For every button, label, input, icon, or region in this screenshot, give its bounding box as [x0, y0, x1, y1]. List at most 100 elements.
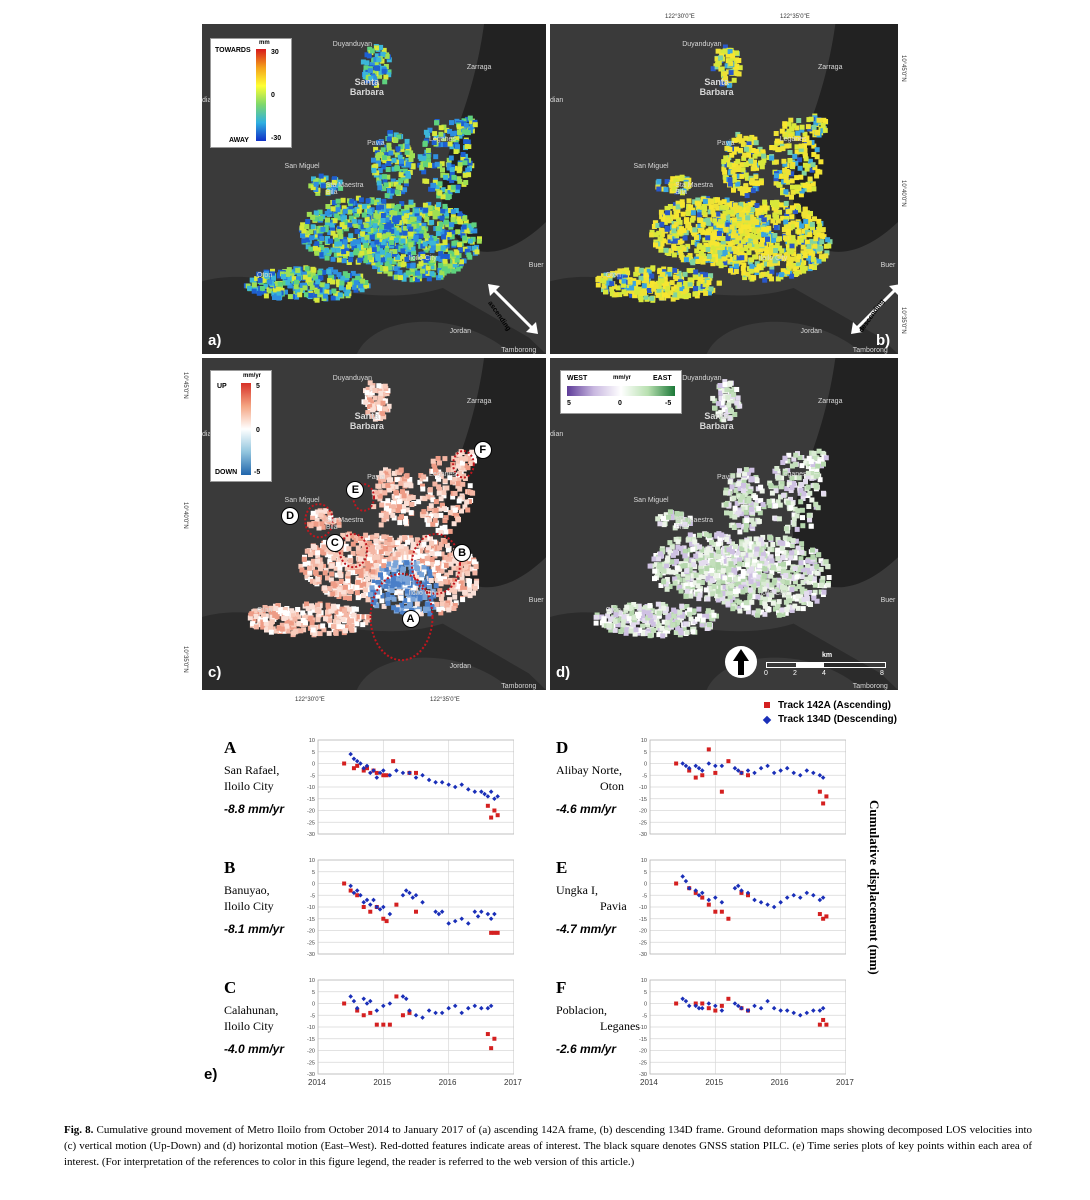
- ts-point-ascending: [817, 912, 822, 917]
- ts-point-descending: [492, 796, 497, 802]
- ts-point-ascending: [821, 801, 826, 806]
- ts-site-rate-c: -4.0 mm/yr: [224, 1042, 285, 1056]
- legend-vert-unit: mm/yr: [243, 373, 262, 379]
- ts-point-ascending: [381, 773, 386, 778]
- ts-plot-frame: [649, 739, 846, 835]
- ts-point-ascending: [824, 794, 829, 799]
- ts-point-descending: [752, 770, 757, 776]
- ts-point-descending: [374, 904, 380, 910]
- ts-point-ascending: [693, 1001, 698, 1006]
- descending-arrow-icon: [851, 284, 901, 334]
- map-place-pavia: Pavia: [367, 139, 385, 147]
- ts-point-descending: [413, 892, 419, 898]
- legend-los-min: -30: [271, 135, 282, 142]
- ts-y-tick-label: 5: [644, 870, 647, 876]
- legend-horiz-left-val: 5: [567, 400, 571, 407]
- ts-point-descending: [683, 878, 689, 884]
- ts-point-descending: [693, 763, 698, 769]
- ts-point-descending: [719, 763, 725, 769]
- ts-point-descending: [413, 775, 419, 780]
- legend-los-bottom: AWAY: [229, 137, 249, 144]
- ts-point-descending: [488, 1003, 494, 1009]
- ts-point-ascending: [713, 909, 718, 914]
- ts-point-descending: [706, 897, 712, 903]
- ts-point-descending: [739, 770, 744, 776]
- ts-point-descending: [433, 780, 438, 785]
- ts-y-tick-label: -20: [307, 1049, 315, 1055]
- map-place-santa-barbara: Santa Barbara: [349, 411, 384, 432]
- ts-x-tick-label: 2015: [373, 1078, 392, 1087]
- ts-legend-desc-label: Track 134D (Descending): [778, 714, 897, 725]
- ts-point-ascending: [414, 909, 418, 914]
- ts-point-ascending: [674, 881, 679, 886]
- ts-y-tick-label: -10: [639, 1025, 647, 1031]
- ts-y-tick-label: -10: [639, 785, 647, 791]
- ts-point-descending: [735, 883, 741, 889]
- aoi-label-c: C: [325, 533, 344, 552]
- ts-site-rate-d: -4.6 mm/yr: [556, 802, 617, 816]
- map-place-san-miguel: San Miguel: [633, 497, 669, 505]
- aoi-circle-f: [452, 449, 475, 479]
- ts-point-ascending: [693, 890, 698, 895]
- ts-point-descending: [706, 1001, 712, 1006]
- ts-point-ascending: [361, 768, 366, 773]
- scalebar: km 0 2 4 8: [764, 652, 886, 682]
- ts-y-tick-label: 5: [312, 870, 315, 876]
- legend-los-mid: 0: [271, 92, 275, 99]
- ts-point-descending: [784, 895, 790, 900]
- ts-site-area-b: Iloilo City: [224, 899, 274, 913]
- ts-point-descending: [472, 789, 478, 794]
- ts-point-ascending: [719, 789, 724, 794]
- map-panel-a-ascending: Duyanduyan Zarraga Santa Barbara Leganes Pav…: [202, 24, 546, 354]
- ts-site-area-a: Iloilo City: [224, 779, 274, 793]
- deformation-pixels: [595, 44, 833, 303]
- map-place-sta-maestra-bila: Sta Maestra Bila: [675, 517, 714, 532]
- ts-point-descending: [696, 892, 702, 898]
- coord-top-lon-1: 122°30'0"E: [665, 14, 695, 20]
- map-canvas: [202, 24, 546, 354]
- ts-chart-a: 10 5 0 -5 -10 -15 -20 -25 -30: [307, 738, 514, 838]
- ts-point-ascending: [726, 759, 731, 764]
- map-place-buer: Buer: [880, 597, 896, 605]
- aoi-circle-b: [410, 532, 461, 595]
- map-place-buer: Buer: [528, 261, 544, 269]
- ts-site-rate-f: -2.6 mm/yr: [556, 1042, 617, 1056]
- ts-point-descending: [700, 768, 705, 773]
- ts-point-descending: [358, 761, 363, 766]
- ts-point-descending: [381, 904, 386, 910]
- map-place-sta-maestra-bila: Sta Maestra Bila: [675, 182, 714, 197]
- ts-point-descending: [466, 787, 471, 792]
- ts-point-ascending: [407, 1010, 412, 1015]
- ts-point-ascending: [492, 808, 497, 813]
- ts-point-descending: [387, 772, 393, 778]
- ts-point-descending: [817, 1008, 823, 1013]
- legend-los-max: 30: [271, 49, 279, 56]
- ts-point-descending: [452, 1003, 458, 1009]
- ts-point-descending: [439, 909, 445, 914]
- ts-point-ascending: [342, 1001, 347, 1006]
- ts-site-place-d: Alibay Norte,: [556, 763, 622, 777]
- ts-point-ascending: [355, 893, 360, 898]
- ts-y-tick-label: 5: [312, 990, 315, 996]
- ts-y-tick-label: -10: [307, 905, 315, 911]
- ts-y-tick-label: -5: [310, 893, 315, 899]
- ts-point-descending: [459, 782, 464, 787]
- ts-point-descending: [811, 770, 816, 776]
- ts-chart-d: 10 5 0 -5 -10 -15 -20 -25 -30: [639, 738, 846, 838]
- ts-y-tick-label: 0: [644, 882, 647, 888]
- ts-site-area-e: Pavia: [600, 899, 627, 913]
- ts-point-ascending: [492, 1036, 497, 1041]
- ts-point-ascending: [713, 770, 718, 775]
- ts-point-ascending: [693, 775, 698, 780]
- ts-plot-frame: [649, 859, 846, 955]
- ts-point-descending: [771, 904, 777, 910]
- scalebar-tick-2: 2: [793, 670, 797, 677]
- aoi-label-d: D: [281, 507, 300, 526]
- ts-chart-b: 10 5 0 -5 -10 -15 -20 -25 -30: [307, 858, 514, 958]
- ts-point-descending: [732, 765, 738, 771]
- ts-y-tick-label: 10: [641, 858, 647, 864]
- ts-point-ascending: [489, 1046, 494, 1051]
- ts-point-descending: [706, 761, 712, 766]
- ts-point-ascending: [355, 763, 360, 768]
- ts-y-tick-label: 5: [644, 750, 647, 756]
